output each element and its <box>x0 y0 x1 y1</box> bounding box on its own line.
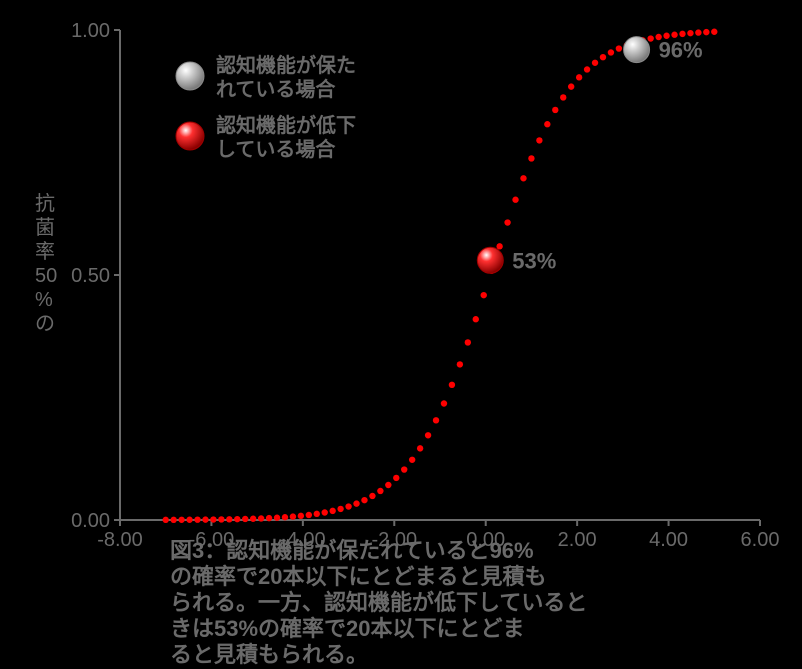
curve-point <box>473 316 479 322</box>
curve-point <box>441 400 447 406</box>
curve-point <box>369 493 375 499</box>
curve-point <box>337 506 343 512</box>
curve-point <box>202 516 208 522</box>
curve-point <box>679 31 685 37</box>
y-tick-label: 0.00 <box>71 510 110 532</box>
mid-point-marker <box>477 247 503 273</box>
curve-point <box>703 29 709 35</box>
y-axis-label-char: 抗 <box>35 192 55 215</box>
curve-point <box>210 516 216 522</box>
high-point-label: 96% <box>659 38 703 63</box>
curve-point <box>314 511 320 517</box>
curve-point <box>504 219 510 225</box>
legend-gray-text: 認知機能が保た <box>216 53 356 77</box>
curve-point <box>329 508 335 514</box>
curve-point <box>687 30 693 36</box>
curve-point <box>425 432 431 438</box>
chart-container: { "chart": { "type": "scatter-line", "wi… <box>0 0 802 669</box>
curve-point <box>361 497 367 503</box>
y-axis-label-char: 率 <box>35 240 55 263</box>
legend-red-text: 認知機能が低下 <box>216 113 356 137</box>
curve-point <box>576 74 582 80</box>
curve-point <box>385 482 391 488</box>
curve-point <box>520 175 526 181</box>
logistic-chart: -8.00-6.00-4.00-2.000.002.004.006.000.00… <box>0 0 802 669</box>
y-axis-label-char: 菌 <box>35 216 55 239</box>
y-axis-label-char: の <box>35 313 55 335</box>
legend-red-text: している場合 <box>216 137 336 161</box>
curve-point <box>552 107 558 113</box>
curve-point <box>242 516 248 522</box>
curve-point <box>401 466 407 472</box>
curve-point <box>345 503 351 509</box>
curve-point <box>353 500 359 506</box>
curve-point <box>584 66 590 72</box>
y-tick-label: 1.00 <box>71 20 110 42</box>
curve-point <box>560 94 566 100</box>
curve-point <box>711 29 717 35</box>
curve-point <box>322 509 328 515</box>
curve-point <box>290 513 296 519</box>
curve-point <box>481 292 487 298</box>
curve-point <box>266 515 272 521</box>
curve-point <box>496 243 502 249</box>
curve-point <box>282 514 288 520</box>
x-tick-label: 4.00 <box>649 529 688 551</box>
curve-point <box>393 475 399 481</box>
curve-point <box>592 60 598 66</box>
high-point-marker <box>624 37 650 63</box>
curve-point <box>218 516 224 522</box>
curve-point <box>457 361 463 367</box>
y-tick-label: 0.50 <box>71 265 110 287</box>
curve-point <box>536 137 542 143</box>
curve-point <box>163 517 169 523</box>
curve-point <box>647 35 653 41</box>
curve-point <box>409 457 415 463</box>
curve-point <box>512 197 518 203</box>
curve-point <box>528 155 534 161</box>
caption-line: 図3：認知機能が保たれていると96% <box>170 538 534 563</box>
curve-point <box>298 513 304 519</box>
legend-gray-text: れている場合 <box>216 77 336 101</box>
caption-line: の確率で20本以下にとどまると見積も <box>170 564 546 589</box>
curve-point <box>170 517 176 523</box>
curve-point <box>449 382 455 388</box>
y-axis-label-char: % <box>35 289 53 311</box>
curve-point <box>258 515 264 521</box>
curve-point <box>234 516 240 522</box>
x-tick-label: 6.00 <box>741 529 780 551</box>
legend-red-swatch <box>176 122 204 150</box>
caption-line: きは53%の確率で20本以下にとどま <box>170 616 525 641</box>
curve-point <box>695 29 701 35</box>
legend-gray-swatch <box>176 62 204 90</box>
mid-point-label: 53% <box>512 248 556 273</box>
curve-point <box>226 516 232 522</box>
curve-point <box>544 121 550 127</box>
caption-line: ると見積もられる。 <box>170 642 368 667</box>
curve-point <box>465 339 471 345</box>
curve-point <box>306 512 312 518</box>
x-tick-label: 2.00 <box>558 529 597 551</box>
curve-point <box>178 517 184 523</box>
caption-line: られる。一方、認知機能が低下していると <box>170 590 587 615</box>
curve-point <box>608 49 614 55</box>
curve-point <box>186 517 192 523</box>
curve-point <box>250 516 256 522</box>
curve-point <box>433 417 439 423</box>
curve-point <box>568 83 574 89</box>
x-tick-label: -8.00 <box>97 529 143 551</box>
curve-point <box>274 515 280 521</box>
y-axis-label-char: 50 <box>35 265 57 287</box>
curve-point <box>616 45 622 51</box>
curve-point <box>377 488 383 494</box>
curve-point <box>417 445 423 451</box>
curve-point <box>600 54 606 60</box>
curve-point <box>194 516 200 522</box>
